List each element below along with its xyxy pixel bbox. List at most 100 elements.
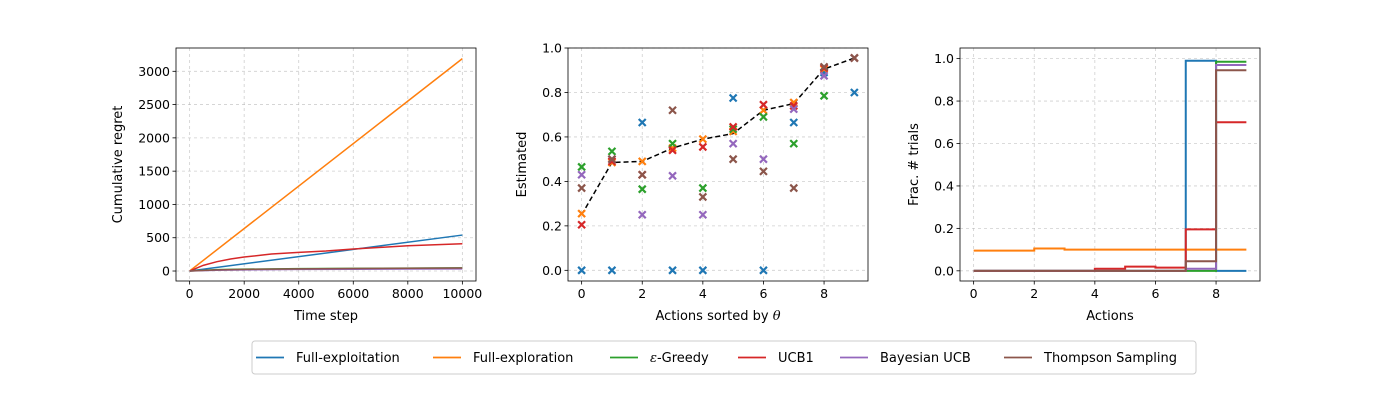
- y-tick-label: 0.6: [934, 136, 954, 151]
- x-tick-label: 6000: [337, 286, 369, 301]
- x-tick-label: 0: [970, 286, 978, 301]
- scatter-point-egreedy: [819, 91, 829, 101]
- x-tick-label: 2000: [228, 286, 260, 301]
- scatter-point-ucb1: [577, 220, 586, 230]
- series-line-full-exploration: [189, 58, 463, 272]
- axes-frame: [567, 47, 869, 282]
- scatter-point-bayesianucb: [789, 104, 799, 114]
- plot-area: [189, 58, 463, 272]
- scatter-point-full-exploitation: [637, 118, 647, 127]
- scatter-point-bayesianucb: [637, 210, 647, 220]
- x-tick-label: 8: [1212, 286, 1220, 301]
- series-step-bayesianucb: [973, 63, 1247, 272]
- x-tick-label: 8000: [392, 286, 424, 301]
- x-tick-label: 10000: [442, 286, 482, 301]
- scatter-point-thompson: [607, 154, 617, 164]
- scatter-point-thompson: [819, 62, 829, 72]
- scatter-point-thompson: [637, 170, 647, 180]
- y-tick-label: 1.0: [934, 51, 954, 66]
- series-step-full-exploitation: [973, 59, 1247, 272]
- axes-frame: [959, 47, 1261, 282]
- x-axis-label: Actions: [1086, 309, 1134, 324]
- scatter-point-ucb1: [759, 100, 768, 109]
- legend-entry-egreedy: ε-Greedy: [610, 351, 709, 366]
- true-theta-line: [580, 57, 855, 216]
- x-tick-label: 6: [1151, 286, 1159, 301]
- y-axis-label: Frac. # trials: [907, 123, 922, 206]
- y-tick-label: 2500: [138, 97, 170, 112]
- scatter-point-egreedy: [668, 139, 677, 148]
- x-tick-label: 2: [1030, 286, 1038, 301]
- scatter-point-ucb1: [607, 157, 617, 166]
- scatter-point-egreedy: [637, 184, 647, 194]
- scatter-point-thompson: [850, 53, 859, 63]
- scatter-point-thompson: [728, 154, 738, 164]
- series-line-ucb1: [189, 242, 463, 272]
- x-tick-label: 2: [638, 286, 646, 301]
- legend-label: Full-exploration: [473, 351, 573, 366]
- scatter-point-full-exploitation: [668, 266, 677, 275]
- y-tick-label: 0.2: [934, 221, 954, 236]
- x-tick-label: 0: [186, 286, 194, 301]
- x-axis-label: Actions sorted by θ: [655, 309, 780, 324]
- legend-label: Bayesian UCB: [880, 351, 971, 366]
- scatter-point-egreedy: [728, 124, 738, 134]
- legend-entry-full-exploitation: Full-exploitation: [256, 351, 400, 366]
- scatter-point-ucb1: [698, 142, 708, 152]
- y-tick-label: 0.8: [542, 85, 562, 100]
- series-step-thompson: [973, 69, 1247, 272]
- y-axis-label: Estimated: [515, 132, 530, 198]
- series-step-full-exploration: [973, 247, 1247, 252]
- y-tick-label: 0.0: [934, 263, 954, 278]
- scatter-point-full-exploitation: [850, 88, 859, 97]
- legend-entry-bayesianucb: Bayesian UCB: [840, 351, 971, 366]
- x-tick-label: 4000: [283, 286, 315, 301]
- y-tick-label: 0.4: [542, 174, 562, 189]
- legend: Full-exploitation Full-exploration ε-Greed…: [251, 340, 1197, 375]
- y-tick-label: 2000: [138, 130, 170, 145]
- scatter-point-bayesianucb: [759, 154, 768, 164]
- x-tick-label: 4: [1091, 286, 1099, 301]
- x-tick-label: 0: [578, 286, 586, 301]
- scatter-point-bayesianucb: [819, 71, 829, 81]
- plot-area: [577, 53, 859, 275]
- scatter-point-bayesianucb: [728, 139, 738, 148]
- scatter-point-full-exploration: [577, 209, 586, 218]
- scatter-point-bayesianucb: [668, 171, 677, 181]
- series-step-ucb1: [973, 121, 1247, 272]
- legend-label: ε-Greedy: [650, 351, 709, 366]
- scatter-point-full-exploitation: [577, 266, 586, 275]
- x-tick-label: 6: [759, 286, 767, 301]
- y-tick-label: 1.0: [542, 41, 562, 56]
- x-tick-label: 8: [820, 286, 828, 301]
- scatter-point-egreedy: [577, 162, 586, 172]
- y-tick-label: 0: [162, 264, 170, 279]
- scatter-point-thompson: [789, 183, 799, 193]
- scatter-point-bayesianucb: [577, 170, 586, 180]
- estimated-panel: 0 2 4 6 8 0.0 0.2 0.4 0.6 0.8 1.0 Actions sorted by…: [515, 41, 869, 324]
- y-tick-label: 3000: [138, 64, 170, 79]
- y-tick-label: 0.2: [542, 218, 562, 233]
- legend-box: [251, 340, 1197, 375]
- plot-area: [973, 59, 1247, 272]
- series-line-thompson: [189, 267, 463, 272]
- y-tick-label: 1000: [138, 197, 170, 212]
- scatter-point-full-exploitation: [789, 118, 799, 127]
- legend-entry-thompson: Thompson Sampling: [1004, 351, 1177, 366]
- scatter-point-thompson: [577, 183, 586, 193]
- scatter-point-egreedy: [789, 139, 799, 148]
- scatter-point-thompson: [759, 167, 768, 176]
- scatter-point-full-exploitation: [698, 266, 708, 275]
- regret-panel: 0 2000 4000 6000 8000 10000 0 500 1000 1500 2000 25…: [111, 47, 482, 324]
- scatter-point-full-exploitation: [607, 266, 617, 275]
- y-tick-label: 0.0: [542, 263, 562, 278]
- legend-entry-full-exploration: Full-exploration: [433, 351, 573, 366]
- series-line-full-exploitation: [189, 234, 463, 272]
- scatter-point-egreedy: [698, 183, 708, 193]
- scatter-point-full-exploration: [637, 157, 647, 166]
- legend-entry-ucb1: UCB1: [738, 351, 814, 366]
- scatter-point-thompson: [698, 192, 708, 202]
- scatter-point-ucb1: [728, 122, 738, 132]
- y-tick-label: 500: [146, 230, 170, 245]
